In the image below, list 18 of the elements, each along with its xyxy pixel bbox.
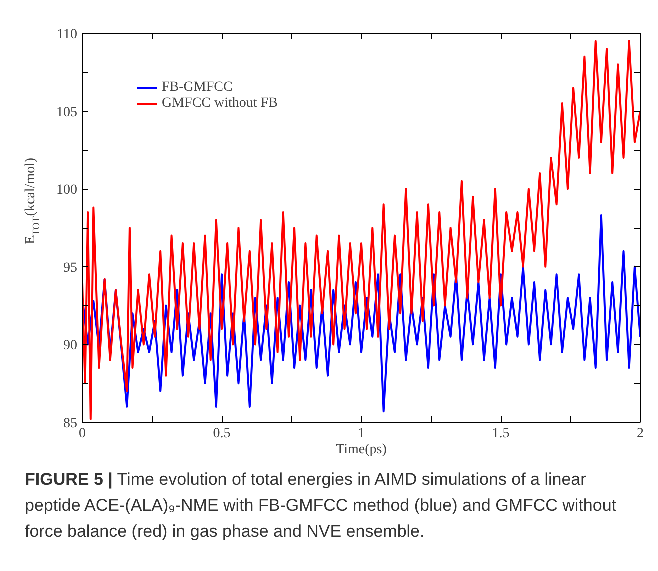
y-axis-title: ETOT(kcal/mol) [24, 158, 42, 244]
caption: FIGURE 5 | Time evolution of total energies in AIMD simulations of a linear peptide ACE-(ALA)₉-NME with FB-GMFCC method (blue) and GMFCC without force balance (red) in gas phase and NVE ensemble. [25, 469, 618, 543]
line-series [82, 40, 640, 420]
x-tick-label: 0.5 [213, 426, 231, 442]
legend-label: GMFCC without FB [162, 96, 278, 112]
x-tick-label: 2 [637, 426, 644, 442]
x-tick-label: 1 [358, 426, 365, 442]
y-tick-label: 100 [56, 183, 78, 198]
x-tick-label: 0 [79, 426, 86, 442]
y-tick-label: 110 [57, 28, 78, 42]
y-tick-label: 90 [64, 338, 78, 354]
x-axis-title: Time(ps) [336, 442, 388, 458]
y-tick-label: 105 [56, 105, 78, 120]
x-tick-label: 1.5 [492, 426, 510, 442]
y-tick-label: 95 [64, 260, 78, 276]
line-series [82, 214, 640, 413]
legend-label: FB-GMFCC [162, 80, 233, 96]
y-tick-label: 85 [64, 416, 78, 432]
